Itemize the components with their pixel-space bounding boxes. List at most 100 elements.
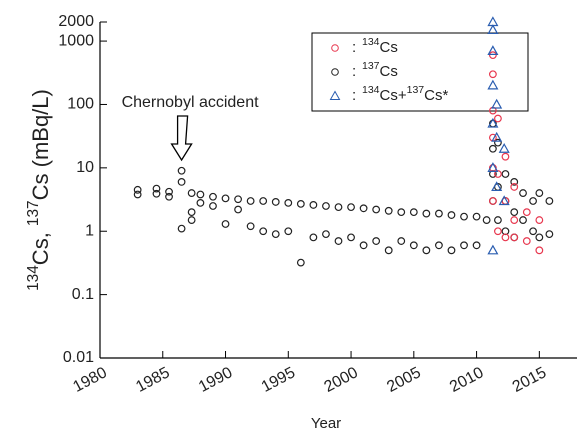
data-point [409, 241, 418, 250]
data-point [510, 208, 519, 217]
x-tick-label: 1995 [259, 364, 299, 396]
data-point [535, 246, 544, 255]
data-point [519, 189, 527, 197]
data-point [460, 212, 468, 221]
data-point [322, 230, 330, 239]
data-point [510, 233, 519, 242]
data-point [498, 143, 510, 153]
data-point [522, 208, 531, 217]
data-point [491, 131, 503, 142]
data-point [488, 197, 497, 205]
legend-marker [331, 68, 339, 76]
data-point [284, 198, 293, 207]
data-point [491, 98, 503, 109]
data-point [187, 208, 196, 217]
data-point [334, 203, 343, 212]
data-point [422, 209, 431, 218]
data-point [177, 224, 186, 233]
data-point [491, 181, 503, 192]
data-point [196, 190, 205, 199]
legend-marker [329, 90, 341, 100]
legend-separator: : [352, 87, 356, 104]
data-point [309, 233, 318, 242]
data-point [347, 203, 355, 212]
legend-box [311, 32, 529, 112]
data-point [133, 185, 142, 194]
data-point [246, 222, 255, 231]
data-point [359, 204, 368, 213]
data-point [535, 189, 544, 197]
legend-marker [331, 44, 339, 52]
data-point [482, 216, 491, 224]
data-point [487, 244, 499, 255]
x-tick-label: 2000 [322, 364, 362, 396]
data-point [221, 194, 230, 203]
data-point [494, 227, 502, 236]
data-point [529, 197, 537, 205]
data-point [196, 198, 205, 207]
data-point [487, 162, 499, 172]
data-point [259, 227, 268, 236]
data-point [535, 216, 544, 224]
data-point [165, 187, 173, 196]
data-point [177, 178, 186, 186]
legend-label: 134Cs [362, 36, 398, 56]
data-point [187, 216, 196, 224]
legend-separator: : [352, 63, 356, 80]
data-point [246, 197, 255, 205]
legend-separator: : [352, 39, 356, 56]
data-point [259, 197, 268, 205]
data-point [221, 220, 230, 228]
data-point [359, 241, 368, 250]
data-point [384, 246, 393, 255]
data-point [284, 227, 293, 236]
data-point [494, 216, 502, 224]
y-tick-label: 100 [67, 96, 94, 113]
data-point [187, 189, 196, 197]
data-point [296, 199, 305, 208]
data-point [487, 45, 499, 55]
data-point [494, 114, 502, 123]
data-point [322, 202, 330, 210]
data-point [209, 202, 217, 210]
data-point [529, 227, 537, 236]
x-tick-label: 2010 [447, 364, 487, 396]
data-point [545, 197, 554, 205]
data-point [510, 178, 519, 186]
data-point [535, 233, 544, 242]
x-tick-label: 2015 [510, 364, 550, 396]
data-point [545, 230, 554, 239]
data-point [488, 70, 497, 79]
data-point [487, 117, 499, 128]
data-point [309, 201, 318, 209]
data-point [334, 237, 343, 245]
y-tick-label: 2000 [58, 13, 94, 30]
data-point [519, 216, 527, 224]
data-point [488, 51, 497, 60]
data-point [347, 233, 355, 242]
data-point [472, 212, 481, 221]
legend-label: 137Cs [362, 60, 398, 80]
y-tick-label: 10 [76, 159, 94, 176]
data-point [522, 237, 531, 245]
x-tick-label: 1980 [70, 364, 110, 396]
data-point [472, 241, 481, 250]
x-tick-label: 1985 [133, 364, 173, 396]
data-point [177, 166, 186, 175]
x-axis-label: Year [311, 415, 341, 432]
data-point [435, 241, 443, 250]
data-point [487, 79, 499, 90]
data-point [501, 152, 510, 161]
x-tick-label: 1990 [196, 364, 236, 396]
data-point [372, 237, 381, 245]
data-point [152, 184, 161, 193]
y-tick-label: 0.1 [72, 286, 94, 303]
annotation-arrow [170, 115, 193, 162]
data-point [234, 195, 242, 204]
data-point [447, 246, 456, 255]
data-point [397, 208, 406, 217]
data-point [152, 189, 161, 198]
legend-label: 134Cs+137Cs* [362, 84, 448, 104]
data-point [271, 198, 280, 206]
